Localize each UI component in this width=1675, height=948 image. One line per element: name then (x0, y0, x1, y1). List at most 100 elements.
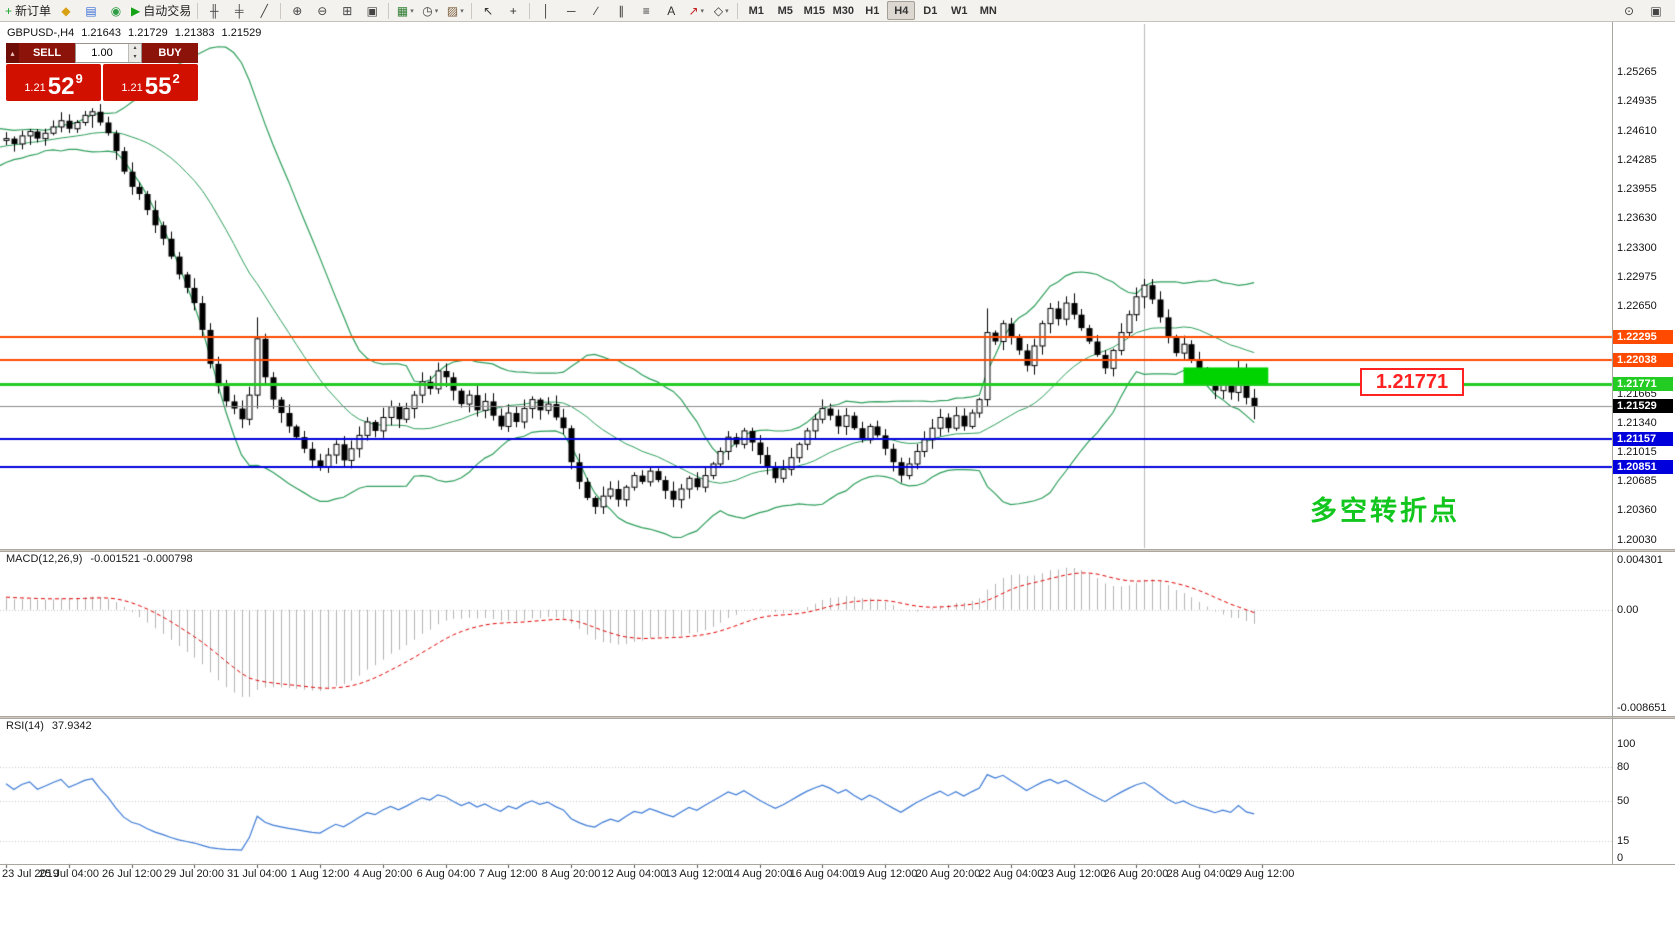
time-axis-label: 1 Aug 12:00 (290, 868, 350, 880)
buy-price-small: 1.21 (121, 82, 143, 94)
macd-header: MACD(12,26,9) -0.001521 -0.000798 (6, 553, 193, 565)
time-axis-label: 6 Aug 04:00 (416, 868, 476, 880)
rsi-axis-label: 100 (1617, 738, 1636, 750)
templates-icon[interactable]: ▨ ▾ (443, 1, 467, 20)
navigator-icon: ◉ (110, 3, 122, 18)
time-axis-label: 26 Aug 20:00 (1103, 868, 1169, 880)
timeframe-mn-button[interactable]: MN (979, 4, 997, 17)
shapes-icon: ◇ (713, 3, 724, 18)
time-axis-label: 20 Aug 20:00 (915, 868, 981, 880)
autotrading-button[interactable]: ▶ 自动交易 (129, 1, 193, 20)
channel-icon[interactable]: ∥ (609, 1, 633, 20)
new-chart-icon[interactable]: ▦ ▾ (393, 1, 417, 20)
volume-down-button[interactable]: ▾ (129, 53, 141, 62)
grid-icon[interactable]: ⊞ (335, 1, 359, 20)
new-order-button[interactable]: + 新订单 (3, 1, 53, 20)
open-value: 1.21643 (81, 27, 122, 39)
zoom-in-icon: ⊕ (292, 3, 303, 18)
text-icon: A (667, 3, 676, 18)
text-icon[interactable]: A (659, 1, 683, 20)
price-axis-label: 1.23300 (1617, 241, 1657, 254)
timeframe-m15-button[interactable]: M15 (803, 4, 825, 17)
search-icon[interactable]: ⊙ (1617, 1, 1641, 20)
panel-splitter[interactable] (0, 549, 1675, 552)
time-axis-label: 29 Aug 12:00 (1229, 868, 1295, 880)
price-axis-label: 1.24935 (1617, 95, 1657, 108)
price-level-badge: 1.21771 (1613, 377, 1673, 392)
cursor-icon: ↖ (483, 3, 494, 18)
dropdown-caret-icon: ▾ (700, 7, 705, 15)
price-axis-label: 1.24285 (1617, 153, 1657, 166)
autotrading-button-label: 自动交易 (143, 4, 192, 18)
shapes-icon[interactable]: ◇ ▾ (709, 1, 733, 20)
templates-icon: ▨ (446, 3, 459, 18)
dropdown-caret-icon: ▾ (725, 7, 729, 15)
time-axis-border (0, 864, 1675, 865)
timeframe-m1-button[interactable]: M1 (748, 4, 764, 17)
buy-price-button[interactable]: 1.21 55 2 (103, 64, 198, 101)
dropdown-caret-icon: ▾ (460, 7, 464, 15)
zoom-in-icon[interactable]: ⊕ (285, 1, 309, 20)
timeframe-h1-button[interactable]: H1 (865, 4, 880, 17)
arrows-icon[interactable]: ↗ ▾ (684, 1, 708, 20)
sell-price-big: 52 (47, 73, 75, 100)
timeframe-w1-button[interactable]: W1 (951, 4, 968, 17)
panel-splitter[interactable] (0, 716, 1675, 719)
timeframe-d1-button[interactable]: D1 (923, 4, 938, 17)
data-window-icon[interactable]: ▤ (79, 1, 103, 20)
time-axis-label: 14 Aug 20:00 (727, 868, 793, 880)
period-icon[interactable]: ◷ ▾ (418, 1, 442, 20)
candlestick-chart-icon[interactable]: ╪ (227, 1, 251, 20)
price-axis-label: 1.23630 (1617, 212, 1657, 225)
sell-price-button[interactable]: 1.21 52 9 (6, 64, 101, 101)
navigator-icon[interactable]: ◉ (104, 1, 128, 20)
crosshair-icon[interactable]: + (501, 1, 525, 20)
timeframe-h4-button[interactable]: H4 (887, 1, 916, 20)
timeframe-m5-button[interactable]: M5 (777, 4, 793, 17)
pivot-note-text[interactable]: 多空转折点 (1310, 496, 1460, 526)
autotrading-icon: ▶ (131, 3, 141, 18)
time-axis-label: 19 Aug 12:00 (852, 868, 918, 880)
vertical-line-icon: │ (542, 3, 551, 18)
buy-label[interactable]: BUY (142, 43, 198, 63)
bar-chart-icon[interactable]: ╫ (202, 1, 226, 20)
buy-price-sup: 2 (172, 71, 180, 86)
data-window-icon: ▤ (85, 3, 97, 18)
window-layout-icon: ▣ (1650, 3, 1662, 18)
price-axis-label: 1.20360 (1617, 504, 1657, 517)
market-watch-icon[interactable]: ◆ (54, 1, 78, 20)
rsi-axis-label: 15 (1617, 834, 1630, 847)
rsi-axis-label: 80 (1617, 760, 1630, 773)
price-annotation-label[interactable]: 1.21771 (1360, 368, 1464, 396)
price-axis-label: 1.20685 (1617, 475, 1657, 488)
macd-title: MACD(12,26,9) (6, 553, 83, 565)
rsi-value: 37.9342 (51, 720, 92, 732)
price-axis-label: 1.21015 (1617, 445, 1657, 458)
price-axis-border (1612, 22, 1613, 864)
symbol-label: GBPUSD-,H4 (7, 27, 75, 39)
close-value: 1.21529 (221, 27, 262, 39)
trendline-icon[interactable]: ∕ (584, 1, 608, 20)
toolbar-separator (737, 2, 739, 19)
line-chart-icon[interactable]: ╱ (252, 1, 276, 20)
horizontal-line-icon[interactable]: ─ (559, 1, 583, 20)
zoom-out-icon[interactable]: ⊖ (310, 1, 334, 20)
collapse-panel-button[interactable]: ▴ (6, 43, 19, 63)
new-order-button-label: 新订单 (15, 4, 52, 18)
tile-windows-icon[interactable]: ▣ (360, 1, 384, 20)
sell-label[interactable]: SELL (19, 43, 75, 63)
window-layout-icon[interactable]: ▣ (1644, 1, 1668, 20)
time-axis-label: 29 Jul 20:00 (164, 868, 224, 880)
volume-input[interactable] (76, 44, 128, 62)
rsi-axis-label: 50 (1617, 795, 1630, 807)
toolbar-separator (388, 2, 390, 19)
timeframe-m30-button[interactable]: M30 (832, 4, 854, 17)
high-value: 1.21729 (128, 27, 168, 39)
fibonacci-icon[interactable]: ≡ (634, 1, 658, 20)
cursor-icon[interactable]: ↖ (476, 1, 500, 20)
rsi-axis-label: 0 (1617, 852, 1624, 864)
volume-up-button[interactable]: ▴ (129, 44, 141, 53)
vertical-line-icon[interactable]: │ (534, 1, 558, 20)
